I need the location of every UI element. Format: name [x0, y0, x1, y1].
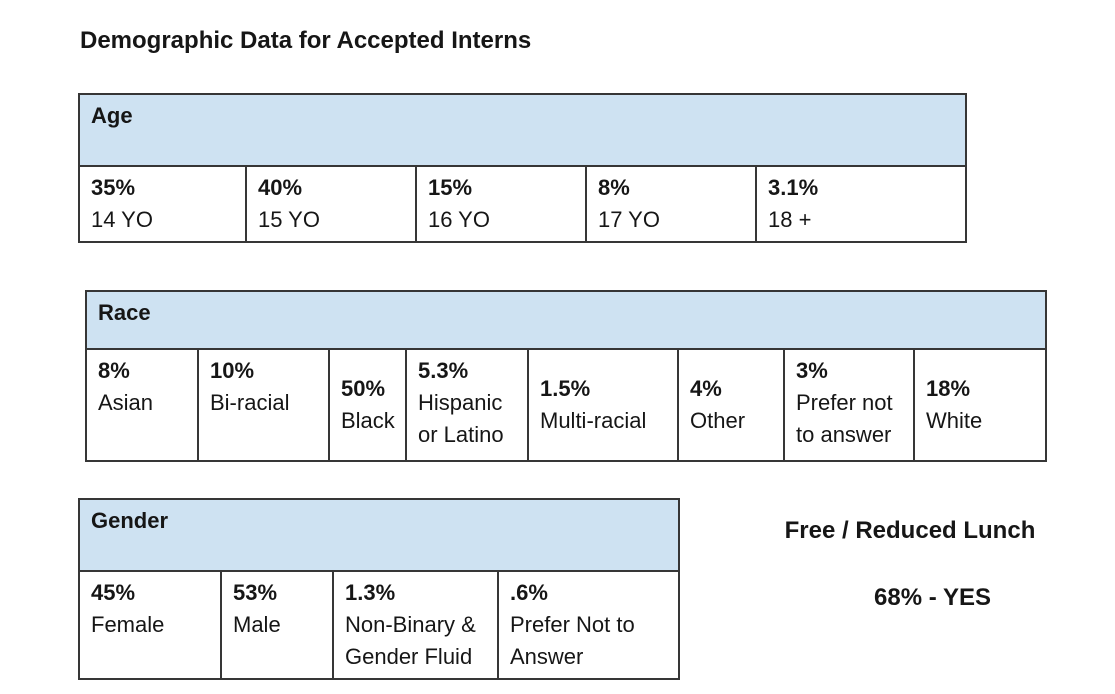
category-label: Other [690, 408, 746, 433]
table-cell: 50% Black [328, 348, 407, 462]
table-cell: 5.3% Hispanic or Latino [405, 348, 529, 462]
category-label: Asian [98, 390, 154, 415]
table-cell: 35% 14 YO [78, 165, 247, 243]
percentage-value: 15% [428, 175, 473, 200]
percentage-value: 3.1% [768, 175, 819, 200]
table-cell: 40% 15 YO [245, 165, 417, 243]
age-table-header: Age [77, 93, 968, 167]
percentage-value: 4% [690, 376, 722, 401]
category-label: Male [233, 612, 281, 637]
free-reduced-lunch-heading: Free / Reduced Lunch [784, 517, 1036, 544]
category-label: 17 YO [598, 207, 660, 232]
percentage-value: 5.3% [418, 358, 469, 383]
category-label: Black [341, 408, 395, 433]
race-table-header: Race [84, 290, 1048, 350]
table-cell: 1.3% Non-Binary & Gender Fluid [332, 570, 499, 680]
category-label: Female [91, 612, 165, 637]
table-cell: .6% Prefer Not to Answer [496, 570, 681, 680]
gender-table-header: Gender [77, 498, 681, 572]
table-cell: 53% Male [220, 570, 334, 680]
race-table: Race 8% Asian 10% Bi-racial 50% Black 5.… [84, 290, 1048, 462]
table-cell: 15% 16 YO [415, 165, 587, 243]
category-label: Non-Binary & Gender Fluid [345, 612, 476, 669]
table-cell: 3% Prefer not to answer [783, 348, 915, 462]
percentage-value: 8% [598, 175, 630, 200]
free-reduced-lunch-note: Free / Reduced Lunch 68% - YES [760, 517, 1060, 612]
percentage-value: 50% [341, 376, 386, 401]
table-cell: 18% White [912, 348, 1048, 462]
category-label: Bi-racial [210, 390, 290, 415]
percentage-value: 1.3% [345, 580, 396, 605]
category-label: 16 YO [428, 207, 490, 232]
table-cell: 1.5% Multi-racial [527, 348, 679, 462]
percentage-value: 8% [98, 358, 130, 383]
percentage-value: 53% [233, 580, 278, 605]
category-label: Multi-racial [540, 408, 647, 433]
gender-table: Gender 45% Female 53% Male 1.3% Non-Bina… [77, 498, 681, 680]
table-cell: 8% Asian [85, 348, 199, 462]
table-cell: 10% Bi-racial [197, 348, 330, 462]
table-cell: 4% Other [677, 348, 785, 462]
category-label: White [926, 408, 983, 433]
category-label: Prefer not to answer [796, 390, 893, 447]
category-label: Prefer Not to Answer [510, 612, 635, 669]
category-label: Hispanic or Latino [418, 390, 504, 447]
category-label: 15 YO [258, 207, 320, 232]
table-cell: 3.1% 18 + [754, 165, 968, 243]
percentage-value: 40% [258, 175, 303, 200]
percentage-value: 45% [91, 580, 136, 605]
table-cell: 8% 17 YO [585, 165, 757, 243]
percentage-value: 18% [926, 376, 971, 401]
percentage-value: .6% [510, 580, 548, 605]
category-label: 18 + [768, 207, 812, 232]
percentage-value: 3% [796, 358, 828, 383]
free-reduced-lunch-value: 68% - YES [874, 584, 991, 611]
table-cell: 45% Female [78, 570, 222, 680]
age-table: Age 35% 14 YO 40% 15 YO 15% 16 YO 8% 17 … [77, 93, 968, 243]
category-label: 14 YO [91, 207, 153, 232]
percentage-value: 1.5% [540, 376, 591, 401]
page-title: Demographic Data for Accepted Interns [80, 27, 532, 54]
percentage-value: 10% [210, 358, 255, 383]
percentage-value: 35% [91, 175, 136, 200]
